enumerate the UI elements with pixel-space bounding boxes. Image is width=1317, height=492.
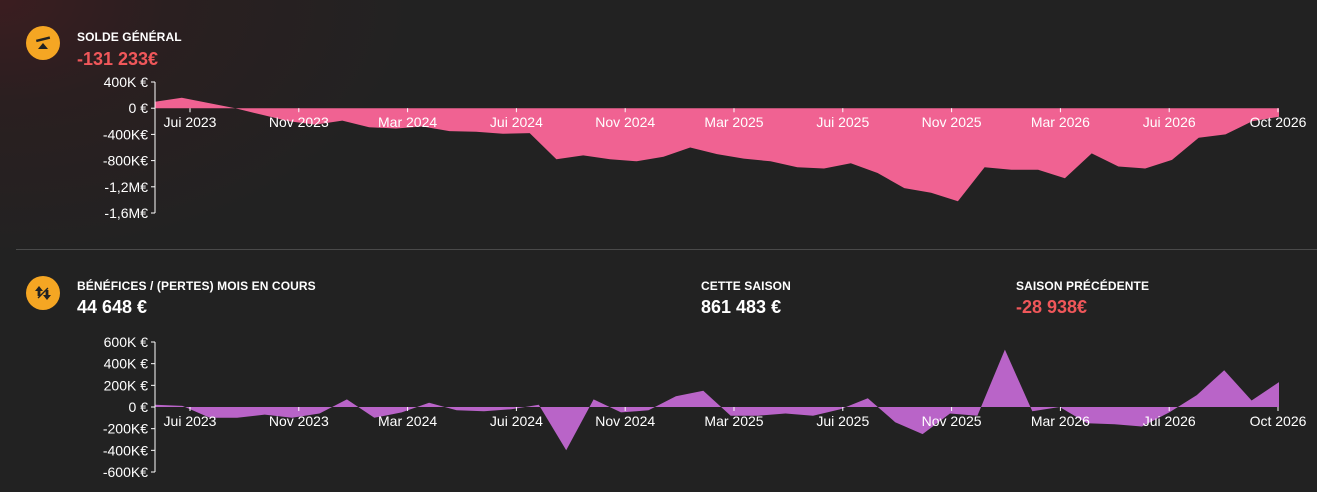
x-tick-label: Mar 2024	[378, 114, 437, 130]
y-tick-label: -400K€	[103, 126, 148, 142]
x-tick-label: Jui 2025	[816, 413, 869, 429]
x-tick-label: Nov 2023	[269, 114, 329, 130]
x-tick-label: Jui 2023	[164, 114, 217, 130]
x-tick-label: Mar 2024	[378, 413, 437, 429]
balance-scale-icon	[26, 26, 60, 60]
x-tick-label: Oct 2026	[1250, 114, 1307, 130]
x-tick-label: Mar 2025	[704, 114, 763, 130]
x-tick-label: Mar 2026	[1031, 413, 1090, 429]
x-tick-label: Jui 2026	[1143, 413, 1196, 429]
balance-chart: 400K € 0 € -400K€ -800K€ -1,2M€ -1,6M€ Jui 202…	[103, 74, 1307, 221]
y-tick-label: -1,6M€	[104, 205, 148, 221]
x-tick-label: Mar 2026	[1031, 114, 1090, 130]
x-tick-label: Jui 2024	[490, 413, 543, 429]
y-tick-label: 600K €	[104, 334, 149, 350]
x-tick-label: Nov 2025	[922, 114, 982, 130]
x-tick-label: Jui 2025	[816, 114, 869, 130]
y-tick-label: -800K€	[103, 153, 148, 169]
x-tick-label: Jui 2026	[1143, 114, 1196, 130]
profit-label: BÉNÉFICES / (PERTES) MOIS EN COURS	[77, 279, 316, 293]
profit-value: 44 648 €	[77, 297, 148, 317]
balance-label: SOLDE GÉNÉRAL	[77, 30, 182, 44]
x-tick-label: Mar 2025	[704, 413, 763, 429]
y-tick-label: 0 €	[129, 399, 149, 415]
y-tick-label: -400K€	[103, 442, 148, 458]
x-tick-label: Nov 2025	[922, 413, 982, 429]
previous-season-label: SAISON PRÉCÉDENTE	[1016, 279, 1150, 293]
x-tick-label: Jui 2024	[490, 114, 543, 130]
y-tick-label: -200K€	[103, 421, 148, 437]
x-tick-label: Jui 2023	[164, 413, 217, 429]
y-tick-label: 400K €	[104, 74, 149, 90]
season-label: CETTE SAISON	[701, 279, 791, 293]
x-tick-label: Nov 2024	[595, 114, 655, 130]
up-down-arrows-icon	[26, 276, 60, 310]
y-tick-label: 200K €	[104, 377, 149, 393]
area-series-0	[155, 97, 1279, 202]
y-tick-label: -600K€	[103, 464, 148, 480]
area-series-1	[155, 349, 1279, 451]
section-divider	[16, 249, 1317, 250]
y-tick-label: 400K €	[104, 356, 149, 372]
y-tick-label: 0 €	[129, 100, 149, 116]
balance-value: -131 233€	[77, 49, 159, 69]
y-tick-label: -1,2M€	[104, 179, 148, 195]
previous-season-value: -28 938€	[1016, 297, 1088, 317]
x-tick-label: Nov 2023	[269, 413, 329, 429]
season-value: 861 483 €	[701, 297, 782, 317]
x-tick-label: Oct 2026	[1250, 413, 1307, 429]
x-tick-label: Nov 2024	[595, 413, 655, 429]
